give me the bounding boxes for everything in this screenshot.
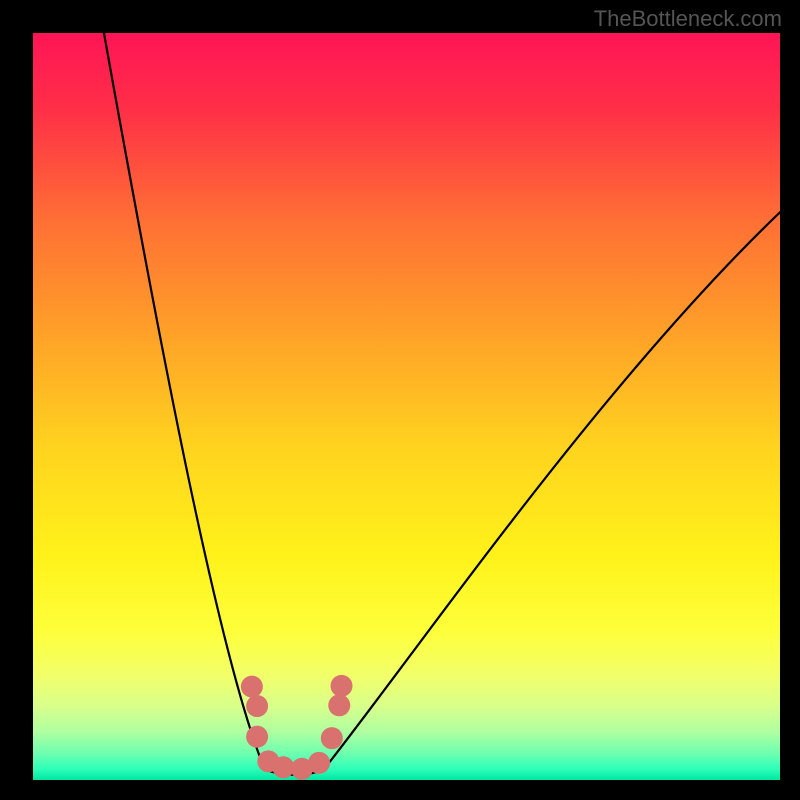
plot-area <box>33 33 780 780</box>
chart-canvas: TheBottleneck.com <box>0 0 800 800</box>
watermark-text: TheBottleneck.com <box>594 6 782 32</box>
gradient-background <box>33 33 780 780</box>
